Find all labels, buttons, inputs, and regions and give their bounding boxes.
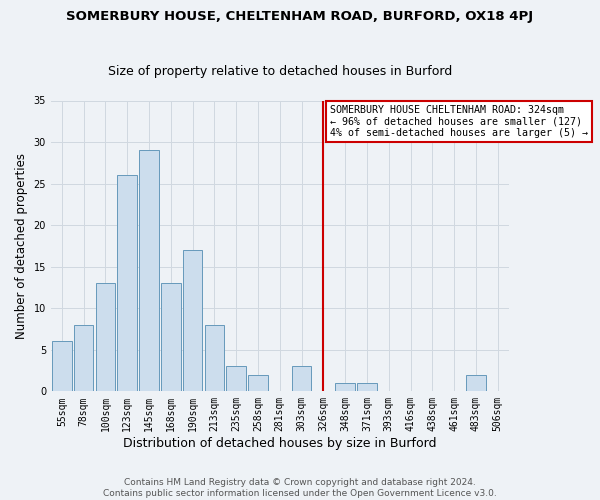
Bar xyxy=(466,374,485,392)
Bar xyxy=(292,366,311,392)
Bar xyxy=(226,366,246,392)
Text: SOMERBURY HOUSE, CHELTENHAM ROAD, BURFORD, OX18 4PJ: SOMERBURY HOUSE, CHELTENHAM ROAD, BURFOR… xyxy=(67,10,533,23)
Title: Size of property relative to detached houses in Burford: Size of property relative to detached ho… xyxy=(107,66,452,78)
Y-axis label: Number of detached properties: Number of detached properties xyxy=(15,153,28,339)
Bar xyxy=(139,150,159,392)
Bar xyxy=(205,325,224,392)
Bar xyxy=(183,250,202,392)
Bar xyxy=(95,284,115,392)
Text: SOMERBURY HOUSE CHELTENHAM ROAD: 324sqm
← 96% of detached houses are smaller (12: SOMERBURY HOUSE CHELTENHAM ROAD: 324sqm … xyxy=(330,104,588,138)
Text: Contains HM Land Registry data © Crown copyright and database right 2024.
Contai: Contains HM Land Registry data © Crown c… xyxy=(103,478,497,498)
Bar xyxy=(118,176,137,392)
Bar xyxy=(74,325,94,392)
Bar xyxy=(357,383,377,392)
Bar xyxy=(248,374,268,392)
Bar xyxy=(335,383,355,392)
Bar xyxy=(52,342,71,392)
Bar xyxy=(161,284,181,392)
X-axis label: Distribution of detached houses by size in Burford: Distribution of detached houses by size … xyxy=(123,437,436,450)
